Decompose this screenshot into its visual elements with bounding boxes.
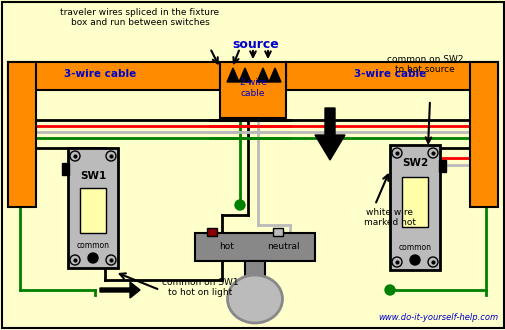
Circle shape	[70, 151, 80, 161]
Bar	[8, 62, 220, 90]
Bar	[62, 163, 69, 175]
Bar	[80, 188, 106, 233]
Circle shape	[234, 200, 244, 210]
Text: www.do-it-yourself-help.com: www.do-it-yourself-help.com	[377, 313, 497, 322]
Bar	[273, 228, 282, 236]
Text: hot: hot	[219, 243, 234, 251]
Polygon shape	[257, 68, 269, 82]
Circle shape	[70, 255, 80, 265]
Text: traveler wires spliced in the fixture
box and run between switches: traveler wires spliced in the fixture bo…	[60, 8, 219, 27]
Text: SW1: SW1	[80, 171, 106, 181]
Circle shape	[391, 257, 401, 267]
Circle shape	[88, 253, 98, 263]
Text: neutral: neutral	[266, 243, 299, 251]
Text: common: common	[76, 242, 109, 250]
Ellipse shape	[227, 275, 282, 323]
Bar	[438, 160, 445, 172]
Bar	[285, 62, 497, 90]
Circle shape	[427, 257, 437, 267]
Polygon shape	[269, 68, 280, 82]
Bar	[389, 145, 439, 270]
Bar	[220, 62, 285, 118]
Polygon shape	[315, 108, 344, 160]
Bar	[469, 62, 497, 207]
Circle shape	[106, 255, 116, 265]
Polygon shape	[227, 68, 238, 82]
Polygon shape	[238, 68, 250, 82]
Text: 3-wire cable: 3-wire cable	[64, 69, 136, 79]
Text: SW2: SW2	[401, 158, 427, 168]
Circle shape	[384, 285, 394, 295]
Text: 2-wire
cable: 2-wire cable	[238, 78, 267, 98]
Text: white wire
marked hot: white wire marked hot	[363, 208, 415, 227]
Circle shape	[106, 151, 116, 161]
Polygon shape	[100, 282, 140, 298]
Text: 3-wire cable: 3-wire cable	[353, 69, 425, 79]
Bar	[401, 177, 427, 227]
Circle shape	[391, 148, 401, 158]
Text: source: source	[232, 38, 279, 50]
Circle shape	[409, 255, 419, 265]
Circle shape	[427, 148, 437, 158]
Text: common on SW1
to hot on light: common on SW1 to hot on light	[162, 278, 238, 297]
Text: common: common	[398, 244, 431, 252]
Bar	[68, 148, 118, 268]
Bar	[207, 228, 217, 236]
Bar	[194, 233, 315, 261]
Bar	[244, 261, 265, 281]
Text: common on SW2
to hot source: common on SW2 to hot source	[386, 55, 463, 74]
Bar	[8, 62, 36, 207]
